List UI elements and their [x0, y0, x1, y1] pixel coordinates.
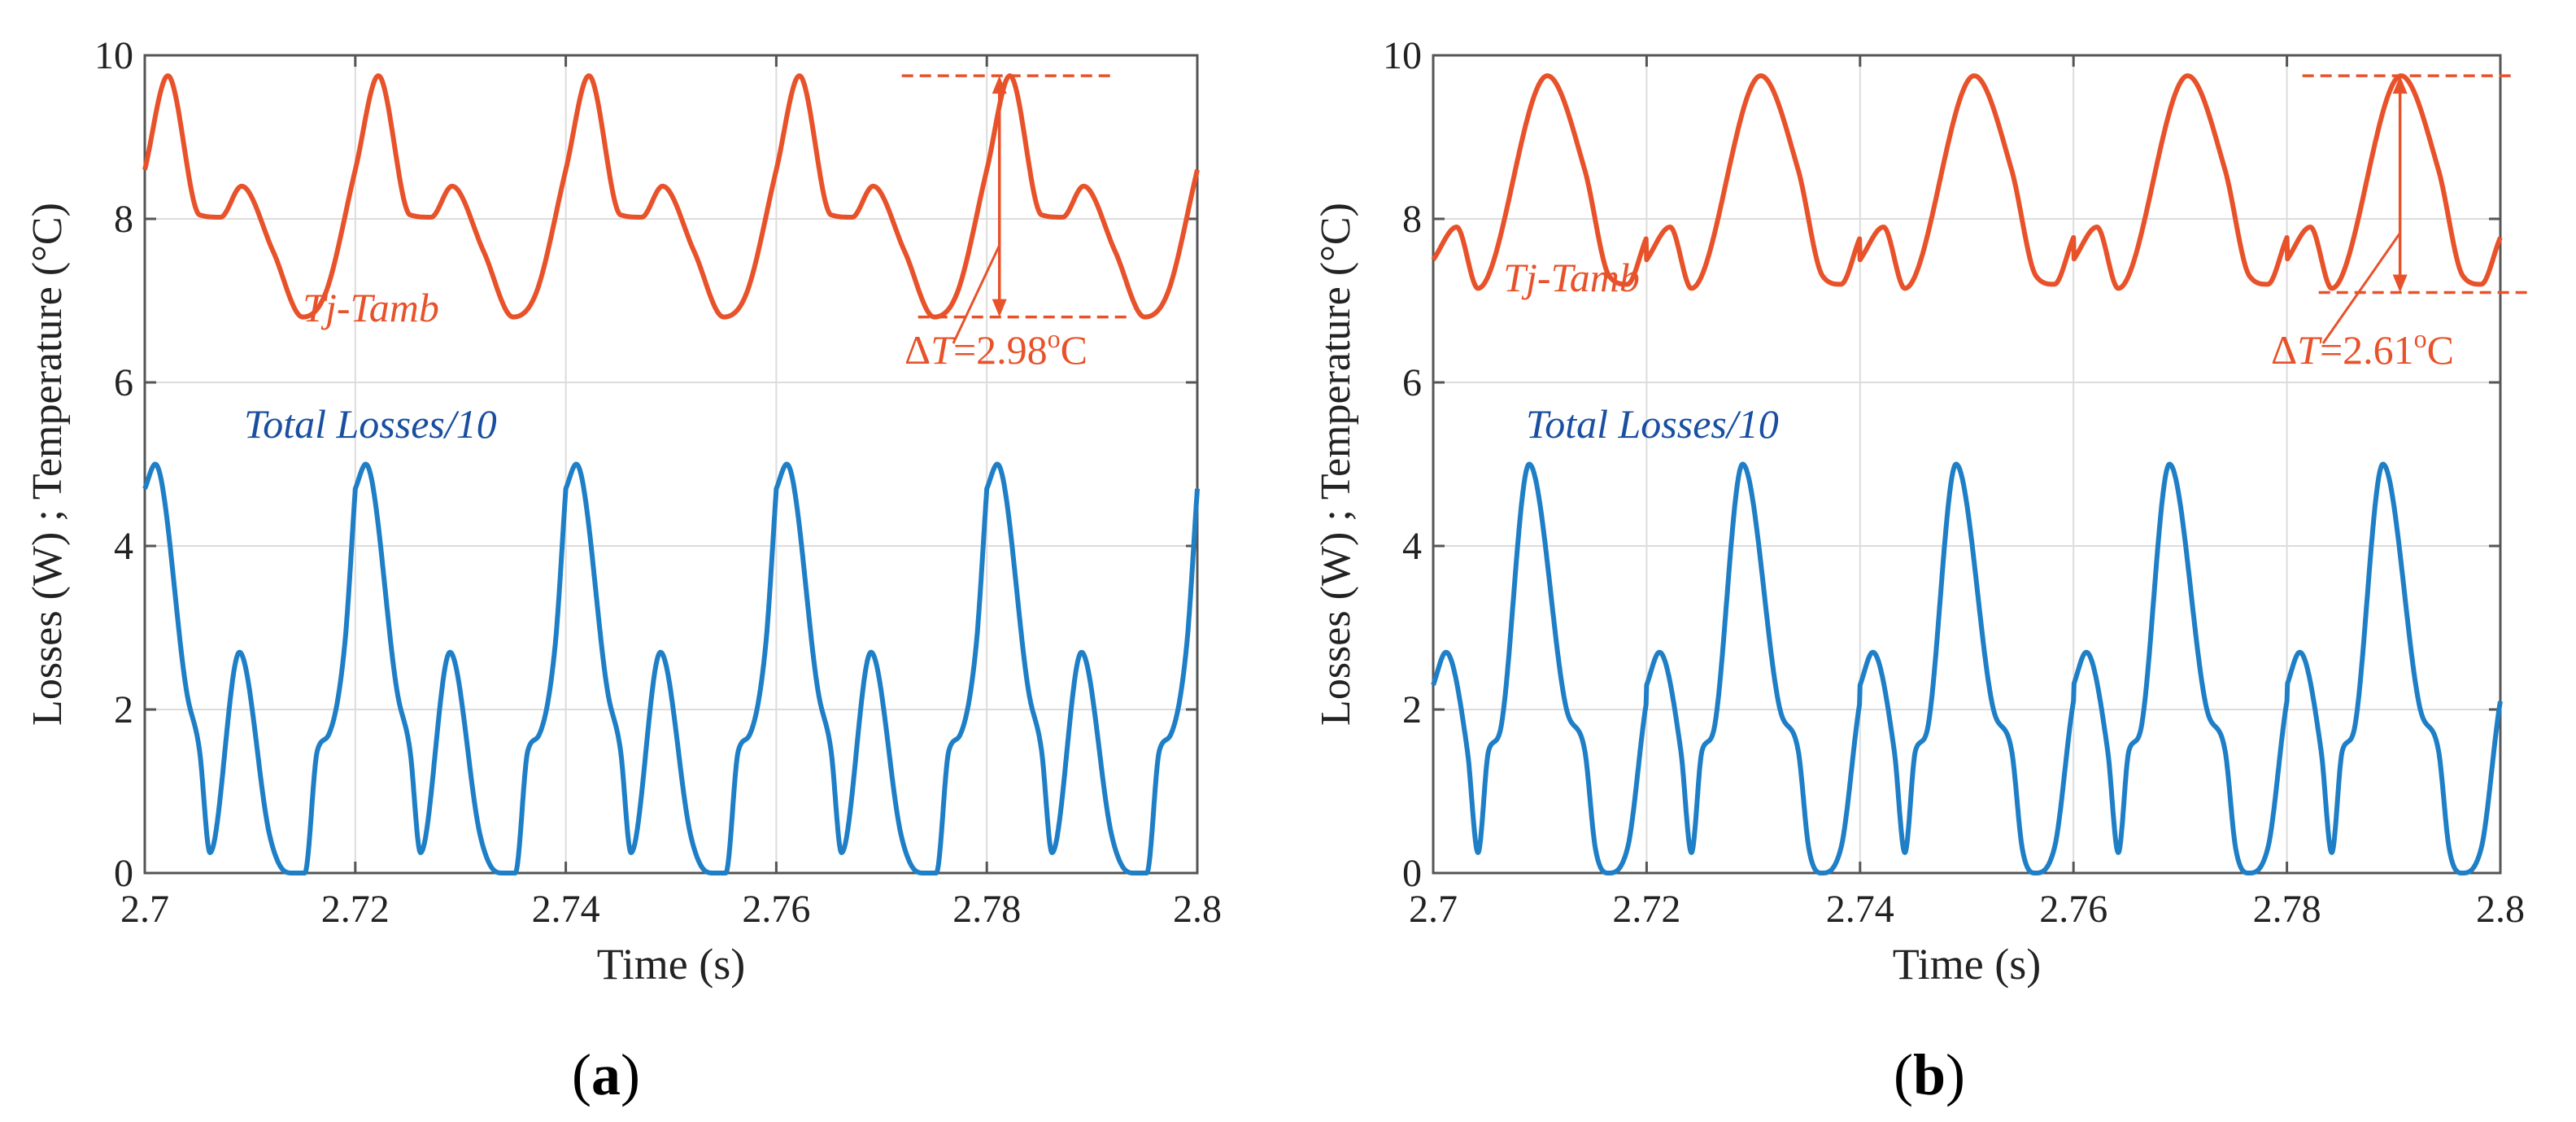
x-tick-label: 2.8: [1173, 888, 1222, 931]
y-tick-label: 4: [114, 525, 133, 568]
losses-line: [142, 461, 1200, 875]
delta-label: ΔT=2.98oC: [904, 324, 1087, 373]
x-axis-label-a: Time (s): [597, 940, 746, 989]
x-ticks-a: 2.7 2.72 2.74 2.76 2.78 2.8: [120, 55, 1222, 931]
x-tick-label: 2.74: [1826, 888, 1894, 931]
delta-label: ΔT=2.61oC: [2271, 324, 2454, 373]
delta-arrow-head-up: [992, 76, 1007, 94]
x-axis-label-b: Time (s): [1893, 940, 2042, 989]
losses-line: [1431, 461, 2503, 875]
panel-caption-b: (b): [1894, 1042, 1965, 1107]
chart-panel-b: 0 2 4 6 8 10 2.7 2.72 2.74 2.76 2.78 2.8 Losses (W…: [1288, 0, 2576, 1122]
y-ticks-b: 0 2 4 6 8 10: [1383, 34, 2500, 895]
x-tick-label: 2.72: [321, 888, 390, 931]
delta-leader-line: [2321, 232, 2401, 344]
x-tick-label: 2.76: [742, 888, 810, 931]
series-b: [1431, 73, 2503, 875]
loss-series-label-a: Total Losses/10: [244, 401, 497, 447]
x-tick-label: 2.78: [2253, 888, 2321, 931]
chart-a: 0 2 4 6 8 10 2.7 2.72 2.74 2.76 2.78 2.8 Losses (W…: [24, 34, 1222, 1107]
y-tick-label: 0: [1402, 852, 1422, 895]
y-tick-label: 6: [114, 361, 133, 404]
y-tick-label: 8: [1402, 198, 1422, 241]
y-tick-label: 4: [1402, 525, 1422, 568]
y-tick-label: 2: [1402, 688, 1422, 731]
delta-arrow-head-down: [2392, 274, 2408, 293]
x-ticks-b: 2.7 2.72 2.74 2.76 2.78 2.8: [1409, 55, 2525, 931]
y-tick-label: 10: [94, 34, 133, 77]
temperature-line: [142, 73, 1200, 320]
y-tick-label: 10: [1383, 34, 1422, 77]
x-tick-label: 2.7: [1409, 888, 1458, 931]
y-tick-label: 8: [114, 198, 133, 241]
x-tick-label: 2.72: [1612, 888, 1680, 931]
chart-panel-a: 0 2 4 6 8 10 2.7 2.72 2.74 2.76 2.78 2.8 Losses (W…: [24, 34, 1222, 1107]
delta-arrow-head-down: [992, 299, 1007, 317]
y-tick-label: 2: [114, 688, 133, 731]
y-tick-label: 0: [114, 852, 133, 895]
x-tick-label: 2.74: [532, 888, 600, 931]
x-tick-label: 2.8: [2476, 888, 2525, 931]
y-axis-label-a: Losses (W) ; Temperature (°C): [24, 203, 71, 726]
y-axis-label-b: Losses (W) ; Temperature (°C): [1313, 203, 1359, 726]
delta-annotation-b: ΔT=2.61oC: [2271, 74, 2530, 373]
x-tick-label: 2.78: [952, 888, 1021, 931]
delta-annotation-a: ΔT=2.98oC: [901, 74, 1130, 373]
series-a: [142, 73, 1200, 875]
delta-leader-line: [952, 244, 1001, 344]
y-tick-label: 6: [1402, 361, 1422, 404]
plot-frame-a: [143, 54, 1199, 875]
y-ticks-a: 0 2 4 6 8 10: [94, 34, 1197, 895]
chart-b: 0 2 4 6 8 10 2.7 2.72 2.74 2.76 2.78 2.8 Losses (W…: [1313, 34, 2530, 1107]
x-tick-label: 2.76: [2039, 888, 2107, 931]
panel-caption-a: (a): [572, 1042, 640, 1107]
temp-series-label-a: Tj-Tamb: [303, 285, 439, 330]
loss-series-label-b: Total Losses/10: [1526, 401, 1779, 447]
delta-arrow-head-up: [2392, 76, 2408, 94]
temperature-line: [1431, 73, 2503, 291]
temp-series-label-b: Tj-Tamb: [1503, 255, 1640, 300]
x-tick-label: 2.7: [120, 888, 169, 931]
plot-frame-b: [1432, 54, 2502, 875]
